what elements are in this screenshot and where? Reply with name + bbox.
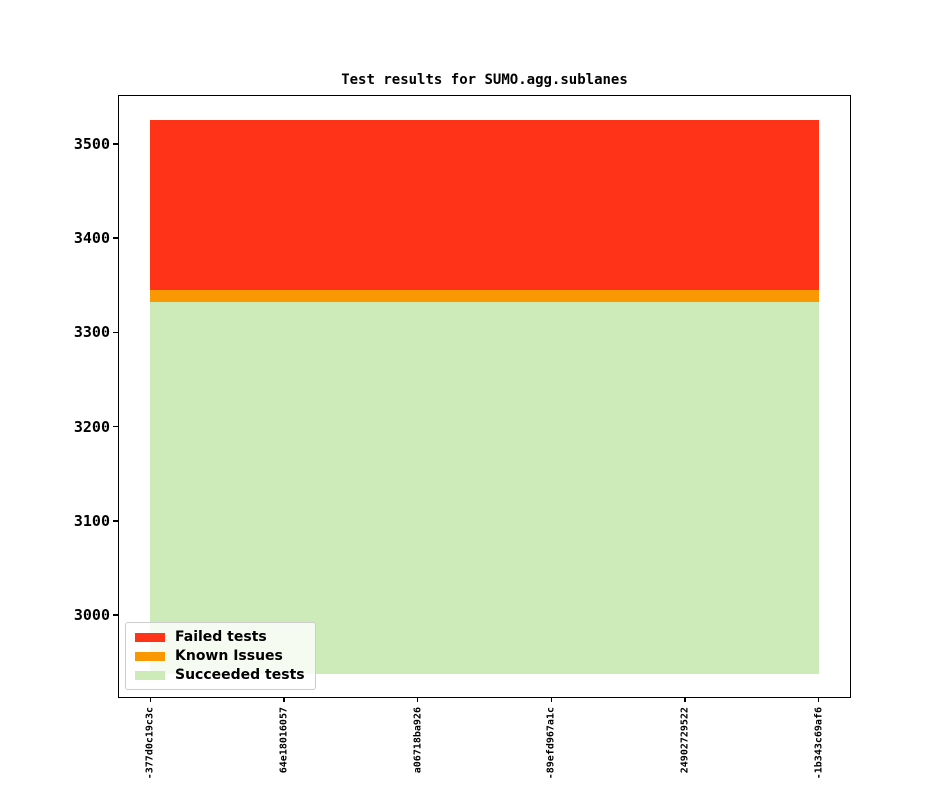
x-tick-mark — [684, 697, 686, 702]
y-tick-mark — [113, 520, 118, 522]
area-failed-tests — [150, 120, 819, 291]
x-tick-label: a06718ba926 — [412, 707, 424, 774]
x-tick-mark — [283, 697, 285, 702]
legend-label-known-issues: Known Issues — [175, 648, 283, 664]
legend-label-succeeded-tests: Succeeded tests — [175, 667, 305, 683]
chart-title: Test results for SUMO.agg.sublanes — [341, 72, 628, 88]
plot-area: Failed tests Known Issues Succeeded test… — [118, 95, 851, 698]
y-tick-mark — [113, 614, 118, 616]
legend-row: Known Issues — [135, 648, 305, 664]
y-tick-label: 3300 — [73, 323, 110, 342]
legend: Failed tests Known Issues Succeeded test… — [125, 622, 316, 690]
y-tick-mark — [113, 237, 118, 239]
legend-swatch-failed-tests — [135, 632, 165, 642]
x-tick-mark — [817, 697, 820, 702]
x-tick-label: -377d0c19c3c — [144, 707, 156, 780]
y-tick-label: 3400 — [73, 229, 110, 248]
x-tick-mark — [550, 697, 553, 702]
legend-label-failed-tests: Failed tests — [175, 629, 267, 645]
y-tick-mark — [113, 143, 118, 145]
area-known-issues — [150, 290, 819, 303]
x-tick-label: 24902729522 — [679, 707, 691, 774]
legend-swatch-known-issues — [135, 651, 165, 661]
legend-row: Failed tests — [135, 629, 305, 645]
y-tick-label: 3000 — [73, 606, 110, 625]
y-tick-label: 3200 — [73, 417, 110, 436]
legend-row: Succeeded tests — [135, 667, 305, 683]
y-tick-label: 3500 — [73, 134, 110, 153]
x-tick-label: -1b343c69af6 — [813, 707, 825, 780]
area-succeeded-tests — [150, 302, 819, 675]
y-tick-mark — [113, 425, 118, 428]
y-tick-label: 3100 — [73, 511, 110, 530]
x-tick-mark — [149, 697, 151, 702]
y-tick-mark — [113, 331, 118, 334]
legend-swatch-succeeded-tests — [135, 670, 165, 680]
x-tick-label: -89efd967a1c — [545, 707, 557, 780]
x-tick-label: 64e18016057 — [278, 707, 290, 774]
x-tick-mark — [416, 697, 419, 702]
